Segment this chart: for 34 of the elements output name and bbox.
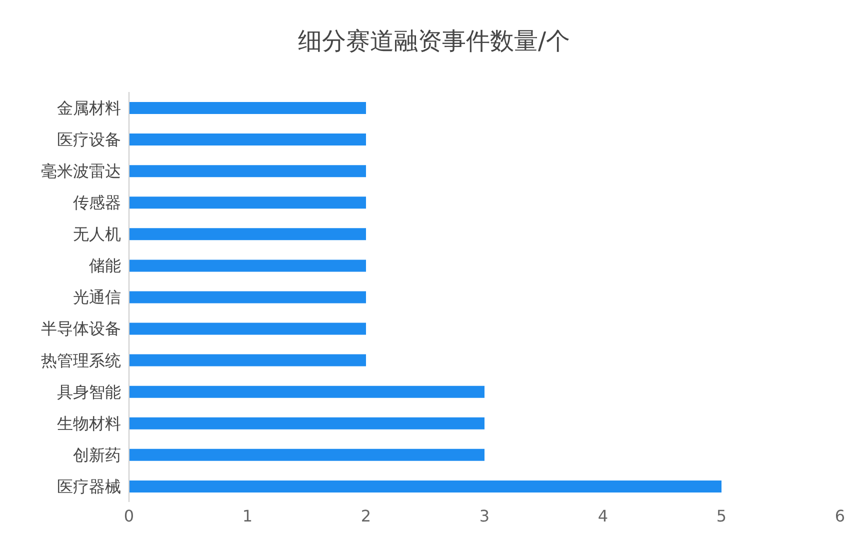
y-tick-label: 创新药: [73, 445, 121, 464]
y-tick-label: 毫米波雷达: [41, 162, 121, 181]
bar: [129, 165, 366, 178]
bar: [129, 102, 366, 114]
y-tick-label: 医疗设备: [57, 130, 121, 149]
y-tick-label: 生物材料: [57, 414, 121, 433]
bar: [129, 417, 484, 430]
y-tick-label: 金属材料: [57, 98, 121, 118]
x-tick-label: 4: [598, 506, 608, 526]
bar: [129, 228, 366, 240]
chart-title: 细分赛道融资事件数量/个: [296, 26, 572, 57]
x-tick-label: 3: [479, 506, 490, 526]
y-tick-label: 无人机: [73, 224, 121, 244]
bar: [129, 134, 366, 146]
x-tick-label: 0: [124, 506, 134, 526]
x-tick-label: 2: [360, 506, 372, 526]
bar: [129, 480, 722, 492]
y-tick-label: 储能: [89, 256, 121, 276]
bar: [129, 260, 366, 272]
bar: [129, 196, 366, 209]
y-tick-label: 半导体设备: [41, 319, 121, 338]
y-tick-label: 传感器: [73, 193, 121, 212]
bar: [129, 322, 366, 335]
y-tick-label: 医疗器械: [57, 476, 121, 496]
bar: [129, 291, 366, 304]
y-tick-label: 具身智能: [57, 382, 121, 402]
y-tick-label: 光通信: [73, 288, 121, 307]
x-tick-label: 5: [716, 506, 727, 526]
bar: [129, 386, 484, 398]
bar: [129, 448, 484, 461]
y-tick-label: 热管理系统: [41, 350, 121, 370]
x-tick-label: 1: [242, 506, 253, 526]
bar: [129, 354, 366, 366]
x-tick-label: 6: [834, 506, 846, 526]
